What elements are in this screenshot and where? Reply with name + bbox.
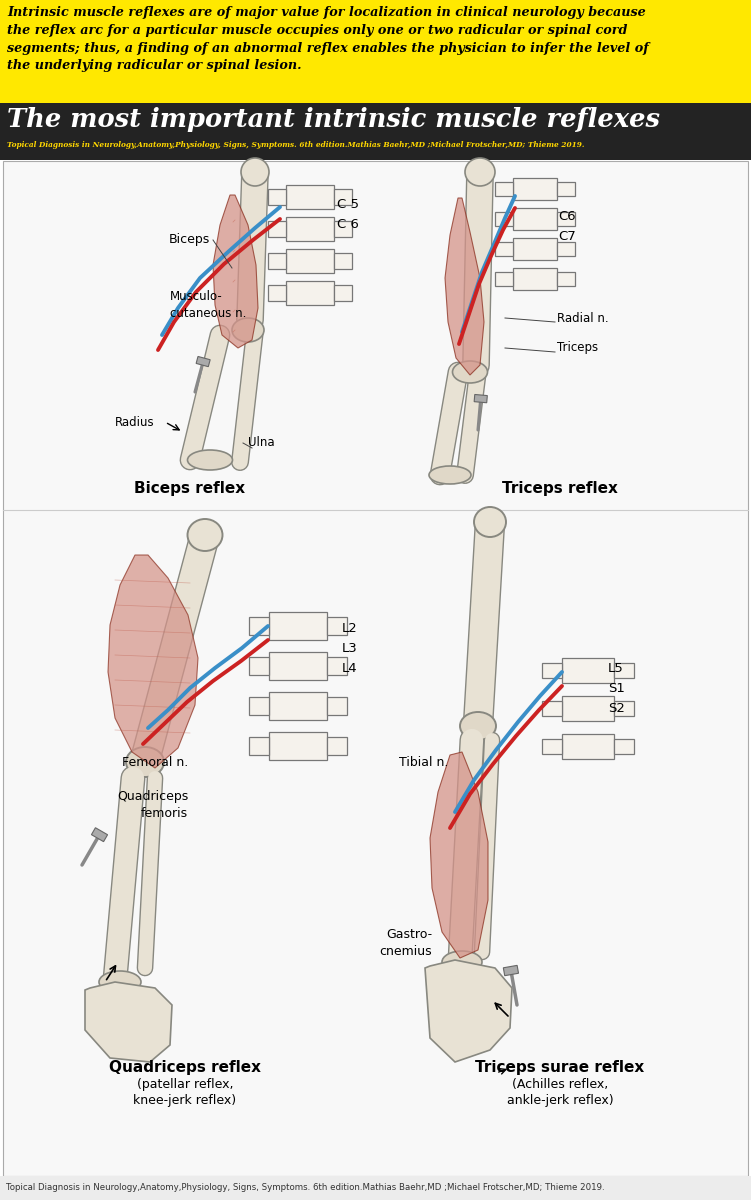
Bar — [268, 253, 286, 269]
Ellipse shape — [465, 158, 495, 186]
Bar — [334, 221, 352, 236]
Bar — [269, 692, 327, 720]
Text: Musculo-
cutaneous n.: Musculo- cutaneous n. — [170, 290, 246, 320]
Ellipse shape — [232, 318, 264, 342]
Bar — [495, 212, 513, 226]
Bar — [513, 268, 557, 290]
Bar — [327, 658, 347, 674]
Ellipse shape — [474, 506, 506, 538]
Polygon shape — [196, 356, 210, 367]
Text: Quadriceps reflex: Quadriceps reflex — [109, 1060, 261, 1075]
Bar — [495, 242, 513, 256]
Bar — [286, 185, 334, 209]
Text: Triceps: Triceps — [557, 342, 598, 354]
Text: Topical Diagnosis in Neurology,Anatomy,Physiology, Signs, Symptoms. 6th edition.: Topical Diagnosis in Neurology,Anatomy,P… — [7, 140, 584, 149]
Bar — [249, 658, 269, 674]
Polygon shape — [92, 828, 107, 841]
Polygon shape — [503, 965, 518, 976]
Bar — [0, 0, 751, 103]
Bar — [286, 248, 334, 272]
Text: L2
L3
L4: L2 L3 L4 — [342, 622, 357, 674]
Bar — [513, 208, 557, 230]
Bar — [0, 1176, 751, 1200]
Bar — [614, 701, 634, 716]
Bar — [557, 242, 575, 256]
Text: (patellar reflex,: (patellar reflex, — [137, 1078, 234, 1091]
Bar — [513, 178, 557, 200]
Bar — [269, 612, 327, 640]
Bar — [249, 617, 269, 635]
Text: Biceps reflex: Biceps reflex — [134, 480, 246, 496]
Bar — [542, 662, 562, 678]
Bar — [249, 697, 269, 715]
Ellipse shape — [126, 746, 164, 778]
Text: Femoral n.: Femoral n. — [122, 756, 188, 768]
Bar — [3, 161, 748, 1176]
Bar — [562, 696, 614, 721]
Bar — [269, 732, 327, 760]
Ellipse shape — [442, 950, 482, 973]
Bar — [542, 739, 562, 754]
Bar — [557, 182, 575, 196]
Text: (Achilles reflex,: (Achilles reflex, — [512, 1078, 608, 1091]
Text: ankle-jerk reflex): ankle-jerk reflex) — [507, 1094, 614, 1106]
Text: Radial n.: Radial n. — [557, 312, 608, 324]
Bar — [327, 697, 347, 715]
Bar — [249, 737, 269, 755]
Bar — [614, 662, 634, 678]
Bar — [334, 253, 352, 269]
Text: C 5
C 6: C 5 C 6 — [337, 198, 359, 230]
Ellipse shape — [188, 450, 233, 470]
Text: Triceps reflex: Triceps reflex — [502, 480, 618, 496]
Bar — [327, 737, 347, 755]
Text: Ulna: Ulna — [248, 437, 275, 450]
Bar — [557, 212, 575, 226]
Text: C6
C7: C6 C7 — [558, 210, 576, 242]
Bar — [0, 103, 751, 160]
Text: Tibial n.: Tibial n. — [399, 756, 448, 768]
Text: The most important intrinsic muscle reflexes: The most important intrinsic muscle refl… — [7, 107, 660, 132]
Ellipse shape — [429, 466, 471, 484]
Ellipse shape — [188, 518, 222, 551]
Bar — [614, 739, 634, 754]
Bar — [334, 188, 352, 205]
Ellipse shape — [453, 361, 487, 383]
Text: L5
S1
S2: L5 S1 S2 — [608, 662, 625, 715]
Bar — [495, 272, 513, 286]
Bar — [327, 617, 347, 635]
Text: knee-jerk reflex): knee-jerk reflex) — [134, 1094, 237, 1106]
Bar — [269, 652, 327, 680]
Text: Biceps: Biceps — [169, 234, 210, 246]
Bar — [542, 701, 562, 716]
Bar — [268, 284, 286, 301]
Bar — [286, 281, 334, 305]
Bar — [557, 272, 575, 286]
Bar — [334, 284, 352, 301]
Text: Radius: Radius — [116, 415, 155, 428]
Bar — [286, 217, 334, 241]
Text: Topical Diagnosis in Neurology,Anatomy,Physiology, Signs, Symptoms. 6th edition.: Topical Diagnosis in Neurology,Anatomy,P… — [6, 1183, 605, 1193]
Bar — [562, 734, 614, 758]
Polygon shape — [425, 960, 512, 1062]
Ellipse shape — [460, 712, 496, 740]
Polygon shape — [85, 982, 172, 1062]
Bar — [495, 182, 513, 196]
Text: Quadriceps
femoris: Quadriceps femoris — [116, 790, 188, 820]
Text: Triceps surae reflex: Triceps surae reflex — [475, 1060, 644, 1075]
Text: Intrinsic muscle reflexes are of major value for localization in clinical neurol: Intrinsic muscle reflexes are of major v… — [7, 6, 649, 72]
Bar — [268, 188, 286, 205]
Polygon shape — [213, 194, 258, 348]
Ellipse shape — [99, 971, 141, 994]
Bar — [268, 221, 286, 236]
Polygon shape — [108, 554, 198, 768]
Polygon shape — [445, 198, 484, 374]
Bar — [562, 658, 614, 683]
Bar — [513, 238, 557, 260]
Ellipse shape — [241, 158, 269, 186]
Polygon shape — [430, 752, 488, 958]
Text: Gastro-
cnemius: Gastro- cnemius — [379, 928, 432, 958]
Polygon shape — [474, 395, 487, 403]
